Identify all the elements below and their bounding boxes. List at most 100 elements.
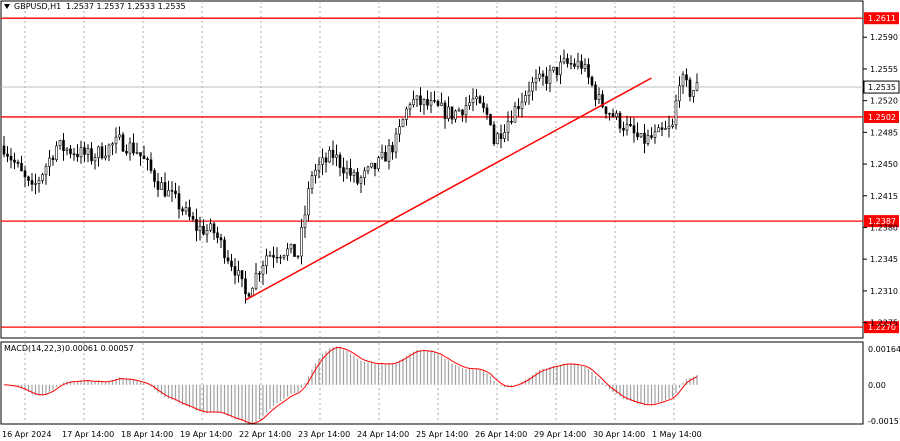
candle-body bbox=[643, 133, 646, 144]
candle-body bbox=[293, 244, 296, 257]
candle-body bbox=[174, 190, 177, 194]
candle-body bbox=[181, 208, 184, 212]
candle-body bbox=[34, 183, 37, 185]
candle-body bbox=[79, 147, 83, 158]
candle-body bbox=[135, 152, 139, 154]
x-tick-label: 30 Apr 14:00 bbox=[593, 430, 645, 439]
candle-body bbox=[611, 113, 615, 118]
candle-body bbox=[44, 166, 48, 175]
candle-body bbox=[76, 153, 79, 158]
candle-body bbox=[429, 100, 433, 106]
candle-body bbox=[457, 109, 461, 112]
macd-signal bbox=[3, 347, 698, 425]
candle-body bbox=[258, 273, 261, 275]
candle-body bbox=[41, 174, 44, 181]
candle-body bbox=[548, 69, 552, 84]
candle-body bbox=[286, 248, 289, 256]
candle-body bbox=[681, 74, 685, 87]
candle-body bbox=[307, 188, 310, 216]
x-tick-label: 1 May 14:00 bbox=[652, 430, 702, 439]
y-tick-label: 1.2275 bbox=[870, 319, 898, 328]
level-badge bbox=[864, 321, 899, 334]
candle-body bbox=[93, 157, 97, 162]
candle-body bbox=[478, 96, 482, 104]
candle-body bbox=[450, 106, 454, 120]
candle-body bbox=[485, 107, 489, 115]
candle-body bbox=[447, 106, 450, 119]
candle-body bbox=[657, 127, 660, 133]
candle-body bbox=[86, 148, 90, 155]
x-tick-label: 16 Apr 2024 bbox=[2, 430, 51, 439]
candle-body bbox=[27, 176, 30, 181]
candle-body bbox=[338, 154, 342, 168]
candles bbox=[2, 49, 699, 304]
support-resistance-levels: 1.2611 1.2502 1.2387 1.2270 1.2535 bbox=[1, 12, 900, 334]
candle-body bbox=[272, 255, 275, 258]
candle-body bbox=[209, 223, 212, 231]
candle-body bbox=[601, 94, 604, 108]
candle-body bbox=[688, 79, 692, 97]
x-tick-label: 26 Apr 14:00 bbox=[475, 430, 527, 439]
candle-body bbox=[608, 113, 611, 115]
candle-body bbox=[244, 278, 247, 295]
candle-body bbox=[342, 167, 345, 174]
candle-body bbox=[9, 156, 13, 161]
candle-body bbox=[363, 170, 366, 179]
candle-body bbox=[107, 144, 111, 157]
candle-body bbox=[202, 225, 205, 235]
candle-body bbox=[13, 159, 16, 163]
collapse-arrow-icon[interactable] bbox=[4, 4, 10, 9]
candle-body bbox=[622, 127, 625, 131]
candle-body bbox=[650, 135, 653, 138]
candle-body bbox=[191, 216, 195, 220]
candle-body bbox=[16, 161, 20, 164]
candle-body bbox=[531, 82, 534, 92]
candle-body bbox=[261, 265, 265, 275]
candle-body bbox=[482, 102, 485, 109]
candle-body bbox=[279, 256, 282, 259]
candle-body bbox=[128, 142, 132, 154]
y-tick-label: 1.2345 bbox=[870, 255, 898, 264]
candle-body bbox=[83, 147, 86, 155]
candle-body bbox=[674, 100, 678, 126]
candle-body bbox=[160, 182, 163, 190]
candle-body bbox=[464, 105, 468, 116]
candle-body bbox=[331, 149, 335, 158]
macd-tick-bottom: -0.00157 bbox=[868, 417, 900, 426]
candle-body bbox=[184, 207, 188, 212]
trendline-layer bbox=[245, 77, 652, 301]
x-tick-label: 25 Apr 14:00 bbox=[416, 430, 468, 439]
candle-body bbox=[359, 177, 363, 184]
candle-body bbox=[377, 157, 380, 170]
candle-body bbox=[433, 100, 436, 102]
candle-body bbox=[426, 99, 429, 106]
candle-body bbox=[65, 148, 69, 151]
candle-body bbox=[538, 73, 541, 79]
x-tick-label: 18 Apr 14:00 bbox=[121, 430, 173, 439]
candle-body bbox=[205, 229, 209, 235]
candle-body bbox=[660, 127, 664, 130]
candle-body bbox=[664, 128, 667, 130]
candle-body bbox=[517, 106, 520, 110]
candle-body bbox=[632, 125, 636, 134]
candle-body bbox=[62, 140, 65, 151]
candle-body bbox=[153, 170, 156, 182]
candle-body bbox=[384, 151, 387, 162]
candle-body bbox=[678, 85, 681, 102]
candle-body bbox=[104, 155, 107, 159]
candle-body bbox=[146, 158, 149, 161]
candle-body bbox=[275, 256, 279, 259]
candle-body bbox=[163, 182, 167, 197]
candle-body bbox=[195, 218, 198, 231]
candle-body bbox=[671, 124, 674, 127]
candle-body bbox=[247, 293, 251, 297]
chart-symbol: GBPUSD,H1 bbox=[14, 2, 61, 11]
candle-body bbox=[573, 63, 576, 67]
candle-body bbox=[615, 112, 618, 118]
x-tick-label: 17 Apr 14:00 bbox=[62, 430, 114, 439]
candle-body bbox=[296, 255, 300, 258]
candle-body bbox=[506, 120, 510, 133]
level-badge bbox=[864, 12, 899, 25]
candle-body bbox=[282, 255, 286, 258]
candle-body bbox=[335, 154, 338, 158]
